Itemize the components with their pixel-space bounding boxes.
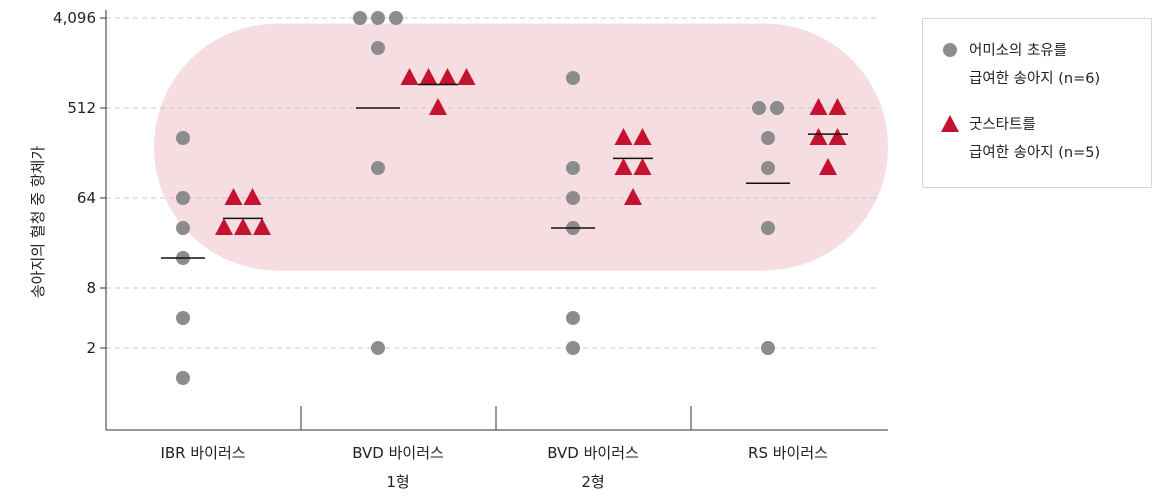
circle-point xyxy=(176,221,190,235)
legend-label-line: 어미소의 초유를 xyxy=(969,43,1067,59)
category-label: IBR 바이러스 xyxy=(160,444,245,462)
highlight-band-layer xyxy=(154,23,888,271)
triangle-point xyxy=(224,188,243,205)
legend: 어미소의 초유를 급여한 송아지 (n=6) 굿스타트를 급여한 송아지 (n=… xyxy=(922,18,1152,188)
y-tick-label: 512 xyxy=(67,99,96,117)
triangle-point xyxy=(429,98,447,115)
circle-point xyxy=(371,341,385,355)
y-tick-label: 64 xyxy=(77,189,96,207)
legend-label-goodstart: 굿스타트를 급여한 송아지 (n=5) xyxy=(969,111,1144,167)
circle-point xyxy=(371,41,385,55)
circle-point xyxy=(761,131,775,145)
marks-layer xyxy=(161,11,848,385)
circle-point xyxy=(353,11,367,25)
legend-circle-marker xyxy=(943,43,957,57)
triangle-point xyxy=(633,158,652,175)
category-label: BVD 바이러스 xyxy=(547,444,639,462)
triangle-point xyxy=(243,188,262,205)
circle-point xyxy=(176,371,190,385)
category-label: BVD 바이러스 xyxy=(352,444,444,462)
legend-entry-colostrum: 어미소의 초유를 급여한 송아지 (n=6) xyxy=(939,37,1144,93)
legend-entry-goodstart: 굿스타트를 급여한 송아지 (n=5) xyxy=(939,111,1144,167)
legend-label-line: 급여한 송아지 (n=6) xyxy=(969,71,1101,87)
triangle-point xyxy=(809,98,828,115)
triangle-point xyxy=(828,128,847,145)
triangle-point xyxy=(400,68,419,85)
circle-point xyxy=(770,101,784,115)
y-tick-label: 8 xyxy=(86,279,96,297)
circle-point xyxy=(566,161,580,175)
triangle-point xyxy=(828,98,847,115)
triangle-point xyxy=(819,158,837,175)
triangle-point xyxy=(419,68,438,85)
legend-triangle-marker xyxy=(941,115,959,132)
triangle-point xyxy=(633,128,652,145)
triangle-point xyxy=(253,218,271,235)
circle-point xyxy=(761,341,775,355)
circle-point xyxy=(566,71,580,85)
chart: 2 8 64 512 4,096 IBR 바이러스 BVD 바이러스 1형 BVD 바이러스 2형… xyxy=(29,9,888,491)
legend-label-line: 급여한 송아지 (n=5) xyxy=(969,145,1101,161)
category-label-line2: 1형 xyxy=(386,473,409,491)
circle-point xyxy=(389,11,403,25)
circle-point xyxy=(176,191,190,205)
circle-point xyxy=(371,161,385,175)
triangle-point xyxy=(215,218,233,235)
circle-point xyxy=(761,221,775,235)
circle-point xyxy=(371,11,385,25)
axes-layer: 2 8 64 512 4,096 IBR 바이러스 BVD 바이러스 1형 BVD 바이러스 2형… xyxy=(53,9,888,491)
circle-point xyxy=(566,191,580,205)
triangle-point xyxy=(234,218,252,235)
legend-label-colostrum: 어미소의 초유를 급여한 송아지 (n=6) xyxy=(969,37,1144,93)
circle-point xyxy=(761,161,775,175)
circle-point xyxy=(566,341,580,355)
triangle-point xyxy=(624,188,642,205)
legend-label-line: 굿스타트를 xyxy=(969,117,1036,133)
circle-point xyxy=(176,131,190,145)
triangle-point xyxy=(809,128,828,145)
category-label: RS 바이러스 xyxy=(748,444,828,462)
triangle-point xyxy=(614,158,633,175)
circle-point xyxy=(566,311,580,325)
circle-point xyxy=(176,311,190,325)
category-label-line2: 2형 xyxy=(581,473,604,491)
y-tick-label: 2 xyxy=(86,339,96,357)
circle-point xyxy=(752,101,766,115)
triangle-point xyxy=(614,128,633,145)
highlight-band xyxy=(154,23,888,271)
y-tick-label: 4,096 xyxy=(53,9,96,27)
triangle-point xyxy=(457,68,476,85)
triangle-point xyxy=(438,68,457,85)
y-axis-label: 송아지의 혈청 중 항체가 xyxy=(29,146,47,299)
